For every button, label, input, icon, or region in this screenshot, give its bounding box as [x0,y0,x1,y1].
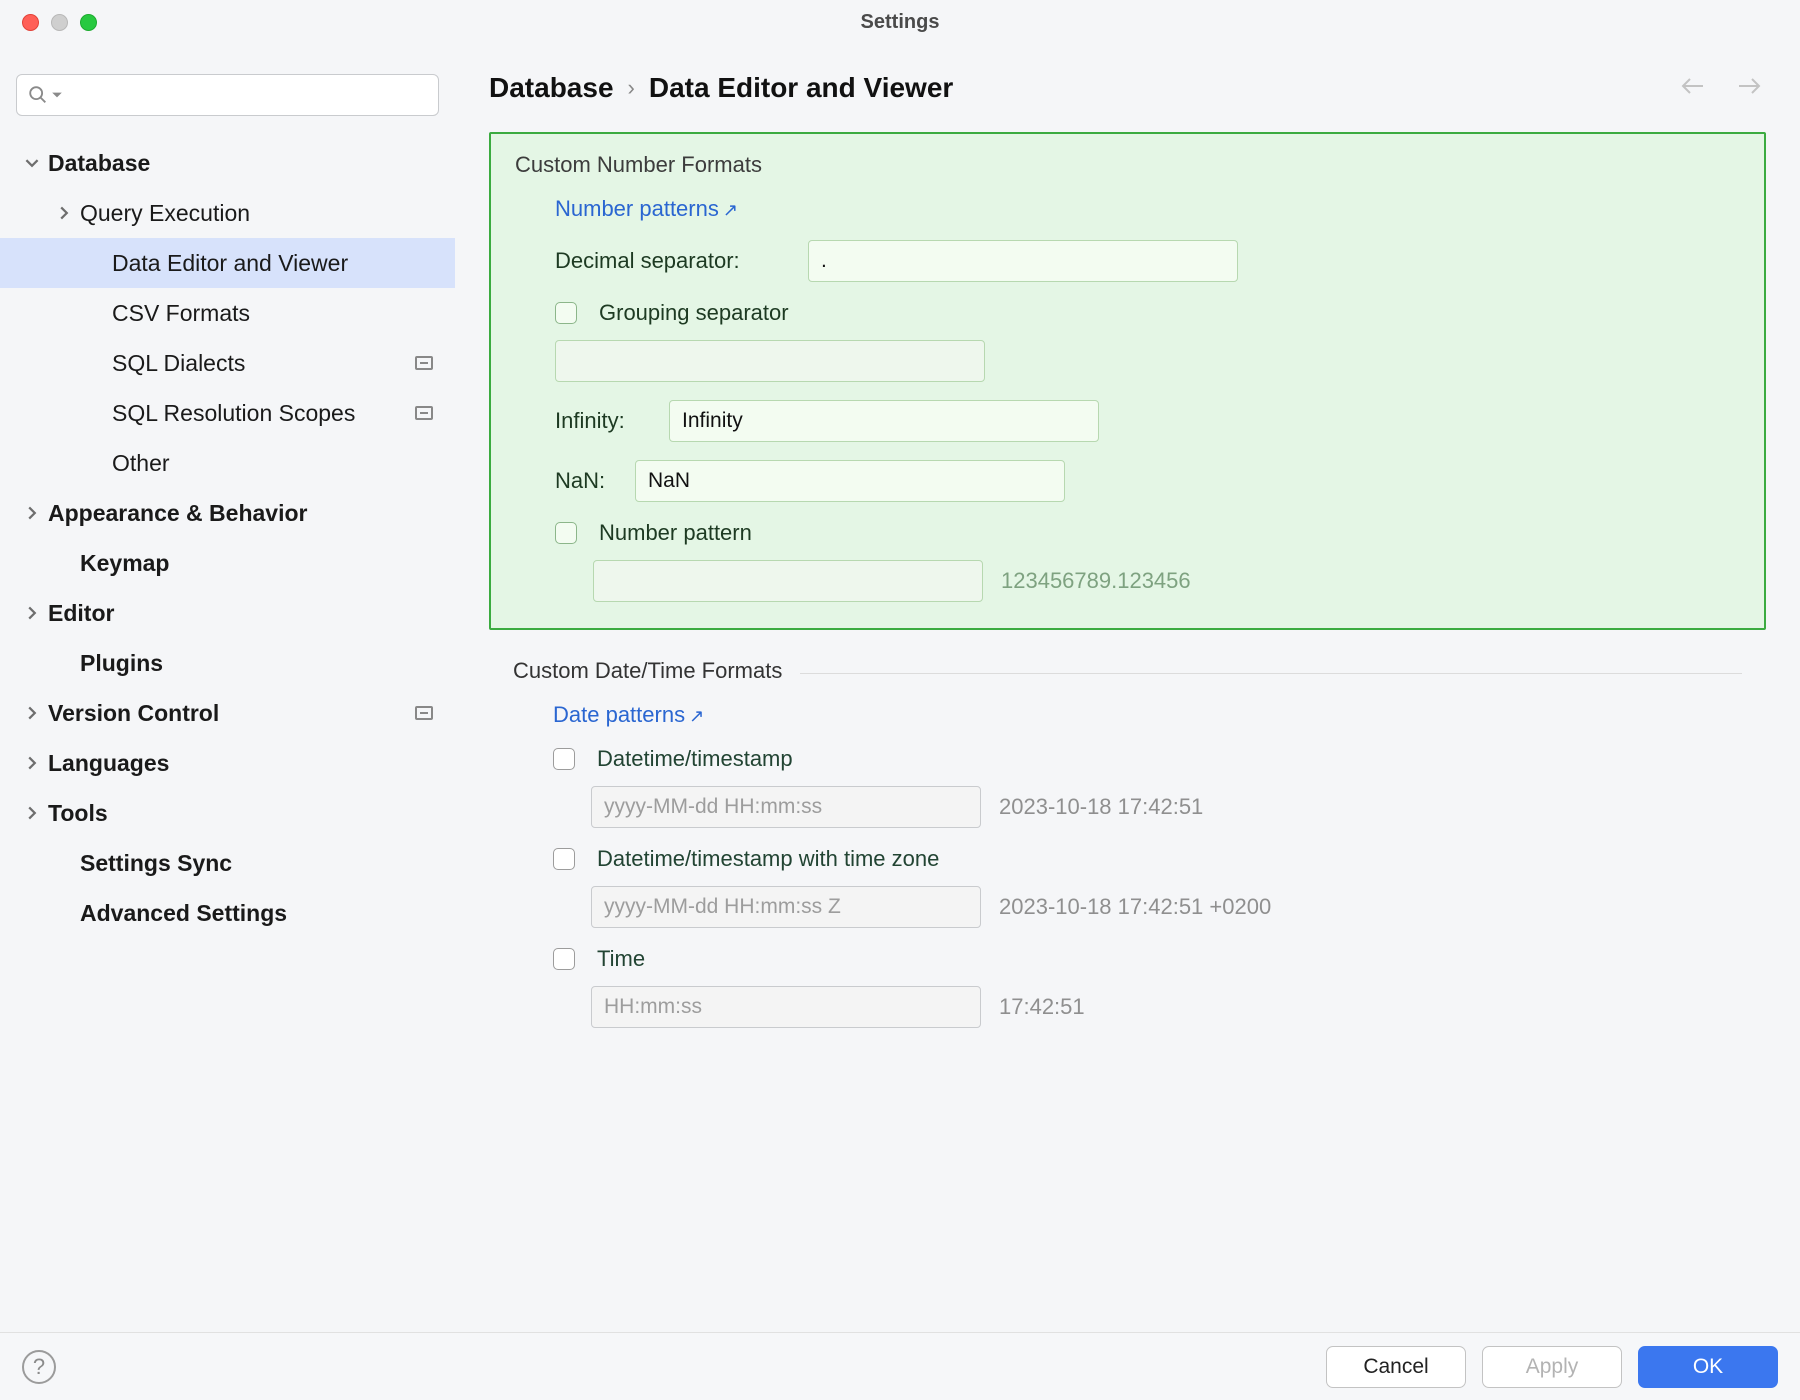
date-format-label: Datetime/timestamp [597,746,793,772]
titlebar: Settings [0,0,1800,44]
grouping-separator-checkbox[interactable] [555,302,577,324]
tree-item-label: SQL Resolution Scopes [112,400,355,427]
tree-item[interactable]: Data Editor and Viewer [0,238,455,288]
nav-back-icon[interactable] [1680,76,1706,96]
tree-item[interactable]: Version Control [16,688,439,738]
tree-item[interactable]: Advanced Settings [16,888,439,938]
scope-icon [415,406,433,420]
custom-number-formats-section: Custom Number Formats Number patterns↗ D… [489,132,1766,630]
date-format-hint: 2023-10-18 17:42:51 [999,794,1203,820]
external-link-icon: ↗ [689,706,704,726]
help-button[interactable]: ? [22,1350,56,1384]
nan-input[interactable] [635,460,1065,502]
tree-item[interactable]: SQL Resolution Scopes [16,388,439,438]
infinity-label: Infinity: [555,408,651,434]
tree-item[interactable]: Editor [16,588,439,638]
tree-item[interactable]: Database [16,138,439,188]
date-format-input [591,786,981,828]
number-pattern-hint: 123456789.123456 [1001,568,1191,594]
scope-icon [415,356,433,370]
number-pattern-label: Number pattern [599,520,752,546]
search-field[interactable] [69,85,428,106]
nav-forward-icon[interactable] [1736,76,1762,96]
chevron-icon [16,506,48,520]
tree-item-label: Version Control [48,700,219,727]
main-panel: Database › Data Editor and Viewer Custom… [455,44,1800,1332]
grouping-separator-input [555,340,985,382]
tree-item-label: Settings Sync [80,850,232,877]
tree-item[interactable]: Plugins [16,638,439,688]
date-format-hint: 2023-10-18 17:42:51 +0200 [999,894,1271,920]
tree-item-label: SQL Dialects [112,350,245,377]
sidebar: Database Query Execution Data Editor and V… [0,44,455,1332]
nav-arrows [1680,76,1762,96]
tree-item[interactable]: CSV Formats [16,288,439,338]
custom-date-formats-section: Custom Date/Time Formats Date patterns↗ … [489,652,1766,1028]
chevron-icon [48,206,80,220]
search-icon [27,84,49,106]
dialog-footer: ? Cancel Apply OK [0,1332,1800,1400]
number-pattern-checkbox[interactable] [555,522,577,544]
dropdown-icon [51,89,63,101]
external-link-icon: ↗ [723,200,738,220]
number-patterns-link[interactable]: Number patterns↗ [555,196,1740,222]
chevron-icon [16,606,48,620]
infinity-input[interactable] [669,400,1099,442]
tree-item-label: CSV Formats [112,300,250,327]
tree-item[interactable]: Query Execution [16,188,439,238]
decimal-separator-label: Decimal separator: [555,248,790,274]
chevron-icon [16,806,48,820]
date-format-label: Datetime/timestamp with time zone [597,846,939,872]
tree-item-label: Plugins [80,650,163,677]
tree-item[interactable]: Settings Sync [16,838,439,888]
decimal-separator-input[interactable] [808,240,1238,282]
settings-tree: Database Query Execution Data Editor and V… [16,138,439,938]
search-input[interactable] [16,74,439,116]
tree-item-label: Keymap [80,550,169,577]
tree-item-label: Tools [48,800,108,827]
date-format-checkbox[interactable] [553,748,575,770]
apply-button: Apply [1482,1346,1622,1388]
chevron-icon [16,706,48,720]
tree-item-label: Query Execution [80,200,250,227]
tree-item-label: Advanced Settings [80,900,287,927]
chevron-icon [16,156,48,170]
tree-item[interactable]: SQL Dialects [16,338,439,388]
date-patterns-link[interactable]: Date patterns↗ [553,702,1742,728]
tree-item[interactable]: Languages [16,738,439,788]
tree-item[interactable]: Keymap [16,538,439,588]
date-format-checkbox[interactable] [553,848,575,870]
cancel-button[interactable]: Cancel [1326,1346,1466,1388]
scope-icon [415,706,433,720]
tree-item[interactable]: Tools [16,788,439,838]
tree-item[interactable]: Appearance & Behavior [16,488,439,538]
date-format-hint: 17:42:51 [999,994,1085,1020]
breadcrumb: Database › Data Editor and Viewer [489,72,1766,104]
tree-item-label: Languages [48,750,169,777]
breadcrumb-leaf: Data Editor and Viewer [649,72,953,104]
tree-item-label: Appearance & Behavior [48,500,307,527]
number-pattern-input [593,560,983,602]
date-format-label: Time [597,946,645,972]
number-section-title: Custom Number Formats [515,152,1740,178]
date-format-checkbox[interactable] [553,948,575,970]
date-format-input [591,986,981,1028]
tree-item-label: Database [48,150,150,177]
grouping-separator-label: Grouping separator [599,300,789,326]
tree-item-label: Other [112,450,170,477]
breadcrumb-root[interactable]: Database [489,72,614,104]
window-title: Settings [0,11,1800,34]
date-format-input [591,886,981,928]
chevron-icon [16,756,48,770]
tree-item-label: Editor [48,600,114,627]
ok-button[interactable]: OK [1638,1346,1778,1388]
chevron-right-icon: › [628,75,635,101]
tree-item[interactable]: Other [16,438,439,488]
tree-item-label: Data Editor and Viewer [112,250,348,277]
nan-label: NaN: [555,468,617,494]
date-section-title: Custom Date/Time Formats [513,658,1742,684]
